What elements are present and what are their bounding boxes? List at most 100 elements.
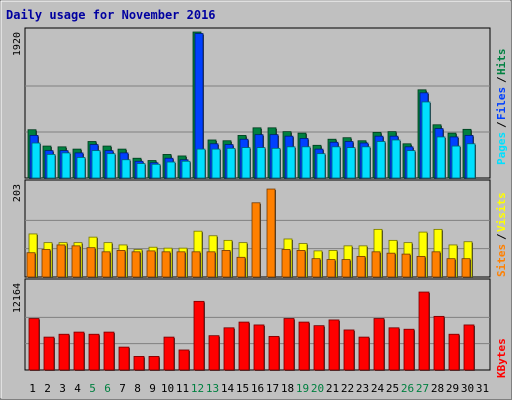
kbytes-bar <box>358 336 370 371</box>
pages-bar <box>196 148 206 179</box>
sites-bar <box>236 256 246 278</box>
pages-bar <box>241 147 251 179</box>
x-tick-label: 12 <box>191 382 204 395</box>
pages-bar <box>61 152 71 179</box>
pages-bar <box>361 146 371 179</box>
pages-files-hits-legend-separator: / <box>495 76 508 83</box>
sites-bar <box>446 258 456 278</box>
x-tick-label: 10 <box>161 382 174 395</box>
pages-bar <box>451 145 461 179</box>
sites-bar <box>371 251 381 278</box>
x-tick-label: 21 <box>326 382 339 395</box>
pages-bar <box>211 148 221 179</box>
pages-bar <box>151 163 161 179</box>
sites-bar <box>146 250 156 278</box>
sites-bar <box>266 188 276 278</box>
pages-bar <box>436 136 446 179</box>
pages-bar <box>421 101 431 179</box>
kbytes-bar <box>463 324 475 371</box>
sites-bar <box>206 251 216 278</box>
pages-files-hits-legend-separator: / <box>495 121 508 128</box>
sites-bar <box>326 259 336 278</box>
sites-bar <box>41 249 51 278</box>
sites-bar <box>251 202 261 278</box>
sites-bar <box>161 251 171 278</box>
kbytes-bar <box>73 331 85 371</box>
x-tick-label: 18 <box>281 382 294 395</box>
x-tick-label: 16 <box>251 382 264 395</box>
pages-files-hits-legend-files: Files <box>495 87 508 120</box>
kbytes-bar <box>118 346 130 371</box>
kbytes-bar <box>283 318 295 371</box>
kbytes-bar <box>193 300 205 371</box>
sites-bar <box>131 251 141 278</box>
kbytes-bar <box>178 349 190 371</box>
kbytes-ymax-label: 12164 <box>12 283 23 313</box>
kbytes-bar <box>148 356 160 371</box>
kbytes-bar <box>373 318 385 371</box>
sites-bar <box>71 245 81 278</box>
kbytes-bar <box>88 333 100 371</box>
sites-bar <box>116 250 126 278</box>
x-tick-label: 2 <box>44 382 51 395</box>
kbytes-bar <box>223 327 235 371</box>
x-tick-label: 24 <box>371 382 385 395</box>
pages-bar <box>76 157 86 179</box>
x-tick-label: 13 <box>206 382 219 395</box>
pages-bar <box>271 147 281 179</box>
x-tick-label: 8 <box>134 382 141 395</box>
kbytes-bar <box>268 335 280 371</box>
visits-sites-legend-sites: Sites <box>495 244 508 277</box>
sites-bar <box>356 255 366 278</box>
x-tick-label: 25 <box>386 382 399 395</box>
sites-bar <box>401 253 411 278</box>
pages-bar <box>301 146 311 179</box>
kbytes-bar <box>103 331 115 371</box>
kbytes-bar <box>28 318 40 371</box>
pages-bar <box>316 153 326 179</box>
pages-bar <box>46 154 56 179</box>
pages-files-hits-legend-pages: Pages <box>495 132 508 165</box>
visits-sites-ymax-label: 203 <box>12 184 23 202</box>
panels-group: 1920Pages/Files/Hits203Sites/Visits12164… <box>12 27 508 378</box>
kbytes-bar <box>328 319 340 371</box>
pages-bar <box>121 159 131 179</box>
sites-bar <box>296 250 306 278</box>
visits-sites-legend-visits: Visits <box>495 192 508 232</box>
sites-bar <box>341 259 351 278</box>
kbytes-bar <box>388 327 400 371</box>
pages-bar <box>181 160 191 179</box>
sites-bar <box>86 247 96 278</box>
pages-bar <box>331 146 341 179</box>
visits-sites-legend-separator: / <box>495 233 508 240</box>
kbytes-legend-kbytes: KBytes <box>495 338 508 378</box>
kbytes-bar <box>43 336 55 371</box>
sites-bar <box>281 249 291 278</box>
pages-bar <box>376 141 386 179</box>
x-tick-label: 20 <box>311 382 324 395</box>
x-tick-label: 5 <box>89 382 96 395</box>
kbytes-bar <box>58 333 70 371</box>
x-tick-label: 19 <box>296 382 309 395</box>
sites-bar <box>191 251 201 278</box>
kbytes-bar <box>403 328 415 371</box>
x-tick-label: 28 <box>431 382 444 395</box>
sites-bar <box>176 251 186 278</box>
x-tick-label: 23 <box>356 382 369 395</box>
x-tick-label: 26 <box>401 382 414 395</box>
x-tick-label: 17 <box>266 382 279 395</box>
kbytes-bar <box>298 321 310 371</box>
sites-bar <box>56 244 66 278</box>
kbytes-bar <box>133 356 145 371</box>
kbytes-bar <box>253 324 265 371</box>
x-tick-label: 31 <box>476 382 489 395</box>
pages-bar <box>466 143 476 179</box>
x-axis-labels: 1 2 3 4 5 6 7 8 9 10 11 12 13 14 15 16 17 18 19 20 21 22 23 24 2… <box>29 382 489 395</box>
sites-bar <box>221 250 231 278</box>
pages-bar <box>31 142 41 179</box>
x-tick-label: 11 <box>176 382 189 395</box>
sites-bar <box>386 252 396 278</box>
sites-bar <box>431 251 441 278</box>
